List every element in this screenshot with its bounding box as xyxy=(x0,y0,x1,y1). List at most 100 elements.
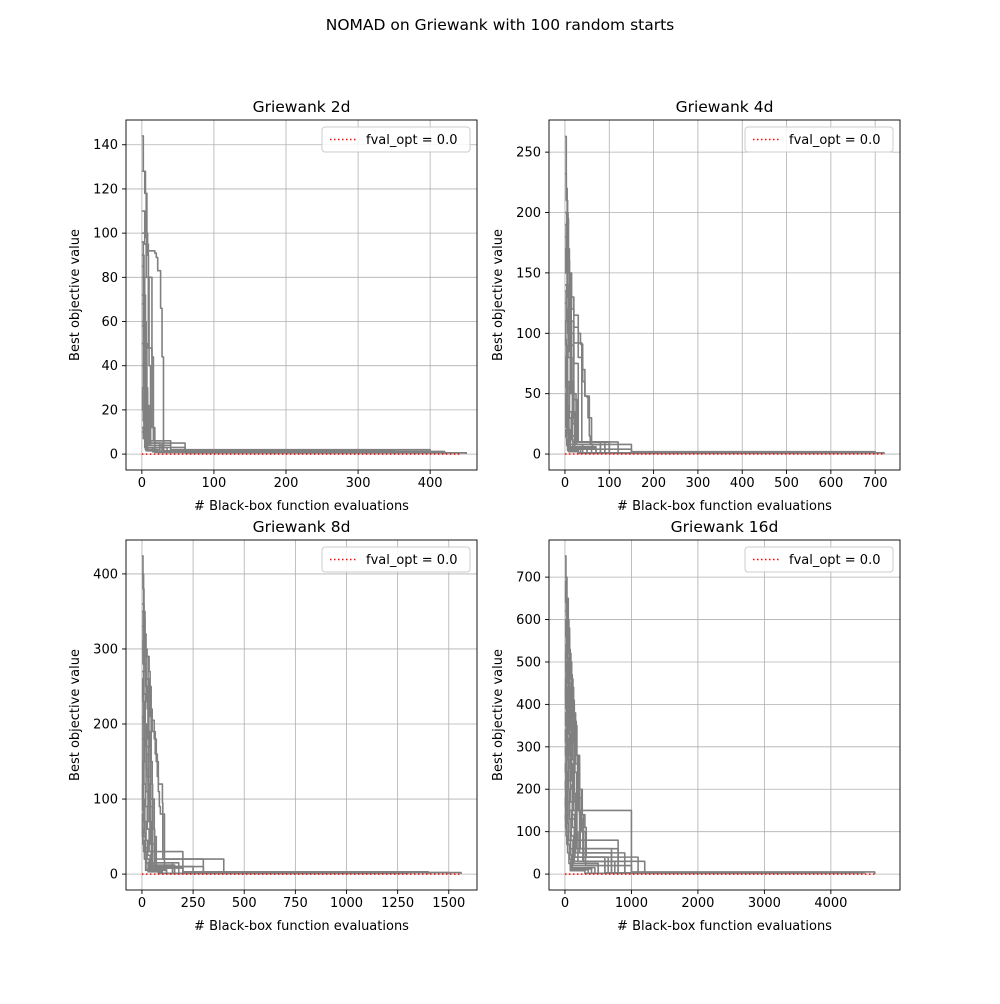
x-axis-label: # Black-box function evaluations xyxy=(617,919,832,934)
chart-griewank-8d: 0 250 500 750 1000 1250 1500 0 100 200 300 400 Griew… xyxy=(68,518,478,934)
y-tick-label: 100 xyxy=(93,227,118,242)
run-line xyxy=(564,695,766,874)
legend-box xyxy=(321,126,471,153)
x-axis-label: # Black-box function evaluations xyxy=(194,919,409,934)
run-line xyxy=(564,678,779,874)
chart-griewank-16d: 0 1000 2000 3000 4000 0 100 200 300 400 500 600 700 G… xyxy=(491,518,901,934)
run-line xyxy=(564,253,876,454)
x-tick-label: 100 xyxy=(597,476,622,491)
x-axis-label: # Black-box function evaluations xyxy=(617,499,832,514)
run-line xyxy=(564,272,854,454)
x-ticks: 0 250 500 750 1000 1250 1500 xyxy=(138,890,465,911)
run-line xyxy=(564,796,686,875)
x-tick-label: 600 xyxy=(818,476,843,491)
x-tick-label: 750 xyxy=(283,896,308,911)
run-line xyxy=(564,555,876,874)
x-tick-label: 1250 xyxy=(381,896,414,911)
legend: fval_opt = 0.0 xyxy=(321,126,471,153)
y-tick-label: 100 xyxy=(516,825,541,840)
legend: fval_opt = 0.0 xyxy=(321,546,471,573)
run-line xyxy=(141,555,462,875)
legend-box xyxy=(321,546,471,573)
x-ticks: 0 100 200 300 400 xyxy=(138,470,443,491)
axes-frame xyxy=(548,119,901,471)
y-tick-label: 700 xyxy=(516,571,541,586)
run-line xyxy=(141,573,430,875)
run-line xyxy=(564,729,732,875)
run-line xyxy=(564,320,766,454)
legend-box xyxy=(744,126,894,153)
axes-frame xyxy=(548,539,901,891)
legend: fval_opt = 0.0 xyxy=(744,546,894,573)
run-line xyxy=(564,356,752,454)
run-line xyxy=(564,173,854,454)
y-ticks: 0 50 100 150 200 250 xyxy=(516,146,549,463)
run-line xyxy=(141,648,389,875)
run-line xyxy=(141,303,323,454)
y-tick-label: 200 xyxy=(516,783,541,798)
run-line xyxy=(141,828,241,875)
run-line xyxy=(564,712,752,874)
y-tick-label: 20 xyxy=(101,403,118,418)
y-tick-label: 500 xyxy=(516,655,541,670)
run-line xyxy=(141,320,367,454)
run-line xyxy=(141,210,417,454)
y-tick-label: 0 xyxy=(110,868,118,883)
legend-label: fval_opt = 0.0 xyxy=(789,553,880,568)
y-tick-label: 250 xyxy=(516,146,541,161)
y-ticks: 0 100 200 300 400 500 600 700 xyxy=(516,571,549,883)
legend-label: fval_opt = 0.0 xyxy=(366,133,457,148)
grid-lines xyxy=(549,540,900,890)
run-line xyxy=(141,610,378,875)
x-tick-label: 0 xyxy=(561,896,569,911)
y-tick-label: 50 xyxy=(524,387,541,402)
run-line xyxy=(564,610,865,874)
x-tick-label: 0 xyxy=(138,896,146,911)
run-line xyxy=(564,235,876,454)
x-axis-label: # Black-box function evaluations xyxy=(194,499,409,514)
run-line xyxy=(141,170,467,454)
run-line xyxy=(564,644,819,874)
y-tick-label: 100 xyxy=(516,327,541,342)
chart-title: Griewank 2d xyxy=(253,98,351,116)
axes-frame xyxy=(125,539,478,891)
legend-label: fval_opt = 0.0 xyxy=(789,133,880,148)
y-tick-label: 400 xyxy=(516,698,541,713)
x-tick-label: 700 xyxy=(863,476,888,491)
runs xyxy=(564,135,885,455)
y-tick-label: 200 xyxy=(93,718,118,733)
y-tick-label: 60 xyxy=(101,315,118,330)
chart-griewank-4d: 0 100 200 300 400 500 600 700 0 50 100 150 200 250 Gri… xyxy=(491,98,901,514)
y-tick-label: 600 xyxy=(516,613,541,628)
x-tick-label: 500 xyxy=(774,476,799,491)
y-ticks: 0 100 200 300 400 xyxy=(93,567,126,883)
run-line xyxy=(564,284,788,454)
run-line xyxy=(564,762,712,875)
run-line xyxy=(141,640,338,875)
legend-box xyxy=(744,546,894,573)
y-axis-label: Best objective value xyxy=(491,229,506,361)
runs xyxy=(141,555,462,875)
axes-frame xyxy=(125,119,478,471)
run-line xyxy=(141,431,287,454)
run-line xyxy=(141,342,345,454)
run-line xyxy=(564,290,761,454)
grid-lines xyxy=(126,540,477,890)
legend-label: fval_opt = 0.0 xyxy=(366,553,457,568)
x-tick-label: 300 xyxy=(346,476,371,491)
y-tick-label: 140 xyxy=(93,138,118,153)
y-axis-label: Best objective value xyxy=(491,649,506,781)
run-line xyxy=(564,661,799,874)
run-line xyxy=(564,686,772,874)
y-tick-label: 0 xyxy=(533,448,541,463)
x-tick-label: 500 xyxy=(232,896,257,911)
run-line xyxy=(141,135,467,454)
run-line xyxy=(141,387,316,454)
y-ticks: 0 20 40 60 80 100 120 140 xyxy=(93,138,126,463)
y-tick-label: 80 xyxy=(101,271,118,286)
run-line xyxy=(564,576,859,874)
chart-title: Griewank 4d xyxy=(676,98,774,116)
runs xyxy=(141,135,467,454)
x-tick-label: 2000 xyxy=(681,896,714,911)
